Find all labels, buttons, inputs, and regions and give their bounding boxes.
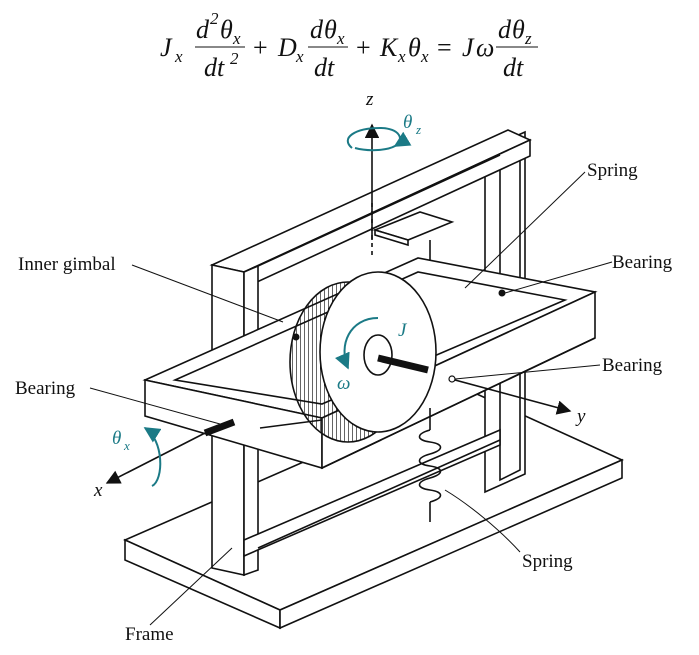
bearing-dot-mid-right (448, 375, 456, 383)
label-x-axis: x (93, 480, 103, 501)
y-axis-line (454, 379, 572, 415)
eq-d2: d (310, 15, 324, 44)
theta-z-rotation-arrow-tail (354, 145, 396, 152)
label-z-axis: z (365, 89, 374, 110)
eq-dt2: dt (314, 53, 335, 82)
eq-sup-2a: 2 (210, 9, 219, 28)
label-inner-gimbal: Inner gimbal (18, 254, 116, 275)
eq-equals: = (437, 33, 452, 62)
eq-d3: d (498, 15, 512, 44)
label-bearing-top-right: Bearing (612, 252, 673, 273)
spring-bottom (418, 408, 442, 522)
label-theta-z-sub: z (415, 122, 421, 137)
label-theta-x-sub: x (123, 438, 130, 453)
eq-sup-2b: 2 (230, 49, 239, 68)
spin-axle (377, 354, 429, 374)
eq-plus-1: + (253, 33, 268, 62)
theta-x-rotation-arrow (143, 427, 162, 487)
eq-K: K (379, 33, 399, 62)
omega-rotation-arrow (334, 317, 379, 370)
eq-dt1: dt (204, 53, 225, 82)
eq-theta1: θ (220, 15, 233, 44)
eq-omega: ω (476, 33, 494, 62)
eq-theta3: θ (408, 33, 421, 62)
leader-frame (149, 547, 233, 626)
label-y-axis: y (575, 406, 586, 427)
leader-spring-top (464, 171, 586, 289)
eq-sub-x5: x (397, 47, 406, 66)
leader-spring-bottom (444, 489, 521, 553)
label-theta-x: θ (112, 428, 121, 449)
eq-sub-z: z (524, 29, 532, 48)
eq-plus-2: + (356, 33, 371, 62)
eq-sub-x1: x (174, 47, 183, 66)
eq-sub-x3: x (295, 47, 304, 66)
leader-inner-gimbal (131, 264, 284, 323)
eq-sub-x2: x (232, 29, 241, 48)
leader-bearing-mid-right (454, 364, 601, 380)
label-bearing-left: Bearing (15, 378, 76, 399)
governing-equation: J x d 2 θ x dt 2 + D x d θ x dt + K x θ … (160, 9, 538, 82)
label-theta-z: θ (403, 112, 412, 133)
eq-dt3: dt (503, 53, 524, 82)
eq-D: D (277, 33, 297, 62)
leader-bearing-left (89, 387, 221, 425)
eq-J1: J (160, 33, 173, 62)
label-frame: Frame (125, 624, 174, 645)
label-bearing-mid-right: Bearing (602, 355, 663, 376)
eq-theta2: θ (324, 15, 337, 44)
leader-bearing-top-right (504, 261, 613, 294)
label-omega: ω (337, 373, 350, 394)
bearing-dot-left (292, 333, 300, 341)
theta-z-rotation-arrow (346, 126, 412, 149)
eq-sub-x4: x (336, 29, 345, 48)
label-spring-top: Spring (587, 160, 638, 181)
eq-theta4: θ (512, 15, 525, 44)
label-J: J (398, 320, 408, 341)
eq-J2: J (462, 33, 475, 62)
eq-d1: d (196, 15, 210, 44)
label-spring-bottom: Spring (522, 551, 573, 572)
x-shaft (203, 418, 236, 437)
x-axis-line (105, 432, 206, 484)
bearing-dot-top-right (498, 289, 506, 297)
eq-sub-x6: x (420, 47, 429, 66)
